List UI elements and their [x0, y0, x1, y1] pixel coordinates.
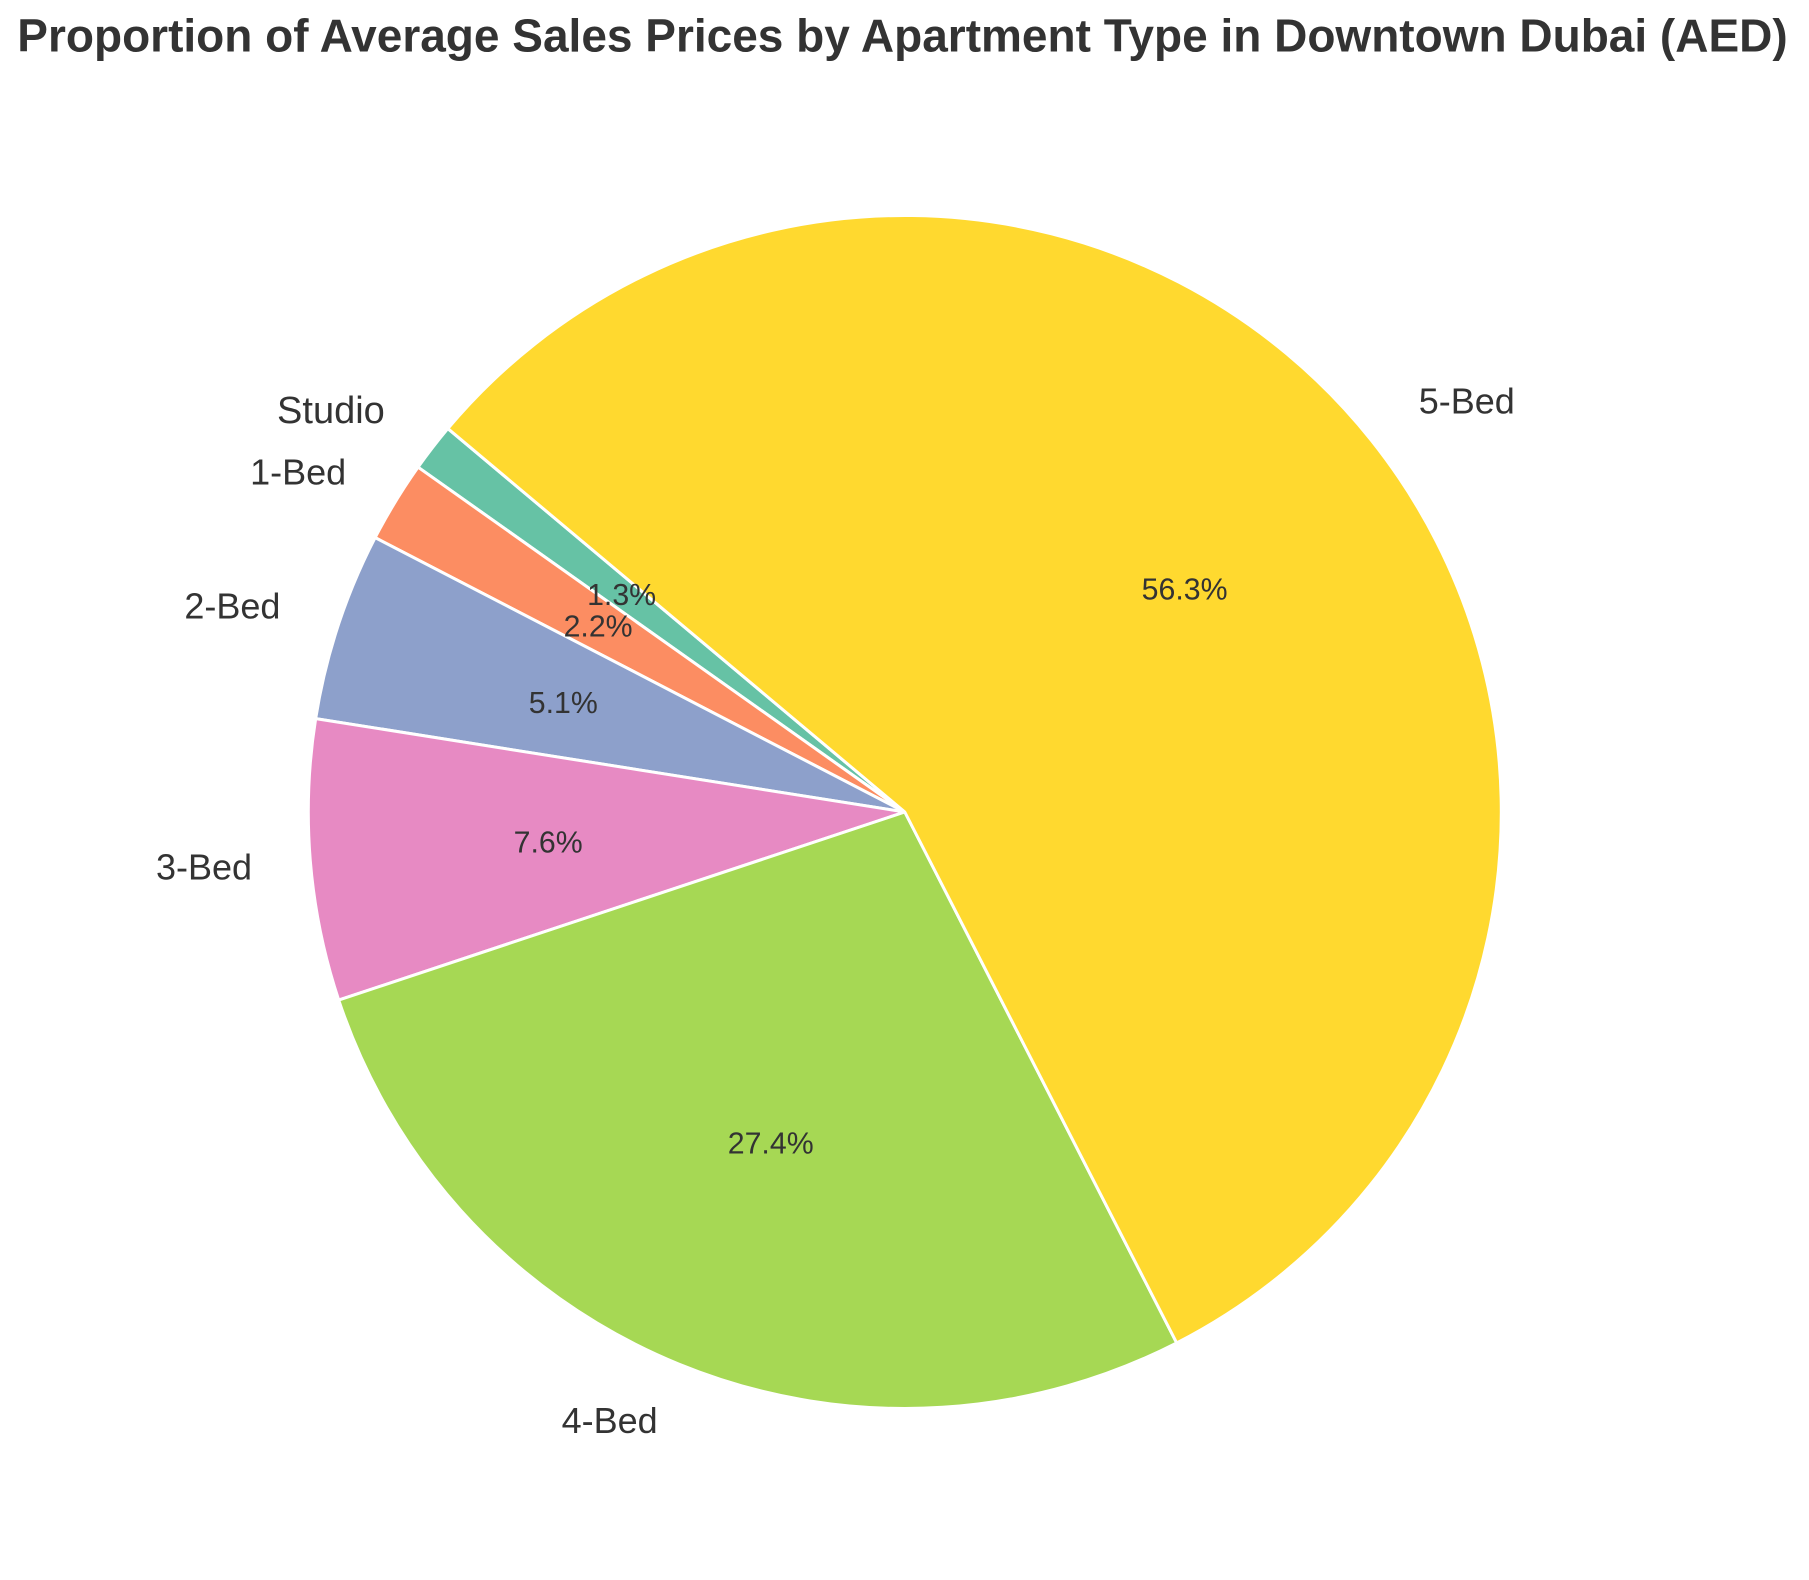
svg-text:56.3%: 56.3%: [1142, 573, 1228, 606]
svg-text:7.6%: 7.6%: [514, 827, 583, 860]
svg-text:3-Bed: 3-Bed: [156, 846, 252, 887]
svg-text:2.2%: 2.2%: [564, 610, 633, 643]
svg-text:Proportion of Average Sales Pr: Proportion of Average Sales Prices by Ap…: [17, 10, 1787, 62]
svg-text:27.4%: 27.4%: [728, 1128, 814, 1161]
svg-text:1-Bed: 1-Bed: [250, 451, 346, 492]
svg-text:2-Bed: 2-Bed: [184, 586, 280, 627]
svg-text:5-Bed: 5-Bed: [1419, 381, 1515, 422]
svg-text:5.1%: 5.1%: [529, 687, 598, 720]
svg-text:Studio: Studio: [277, 390, 385, 432]
svg-text:1.3%: 1.3%: [587, 579, 656, 612]
svg-text:4-Bed: 4-Bed: [562, 1400, 658, 1441]
